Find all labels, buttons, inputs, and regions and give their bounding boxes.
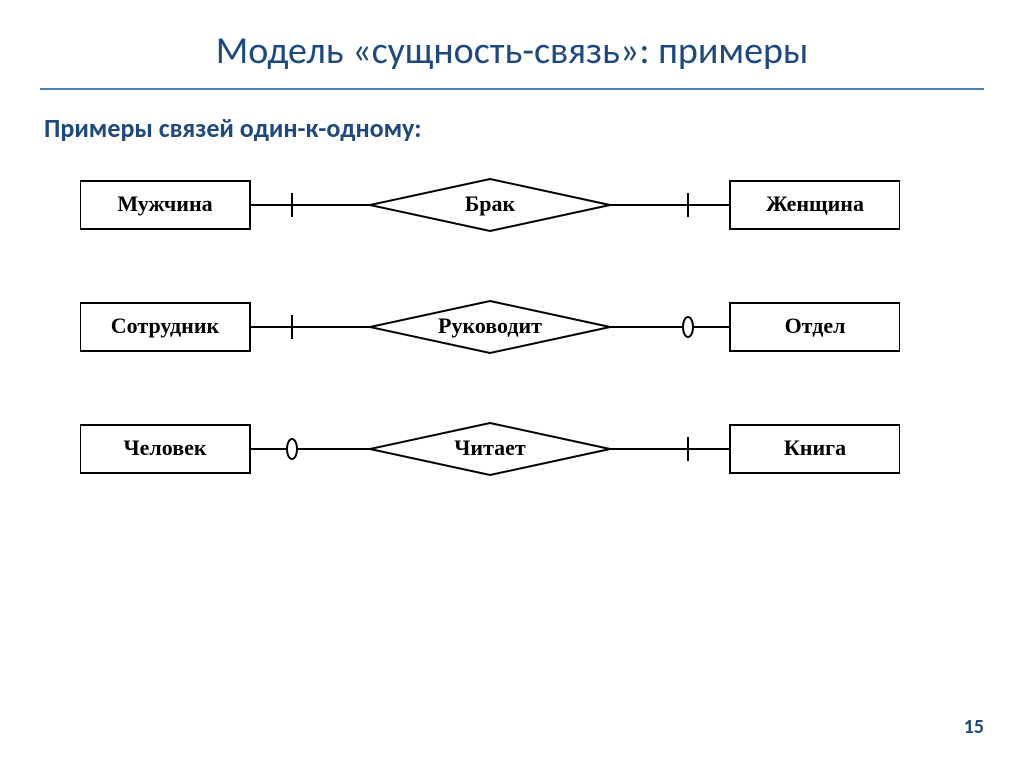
relationship-label: Руководит	[438, 313, 542, 338]
er-diagram-container: Мужчина Брак Женщина Сотрудник Руководит…	[0, 174, 1024, 480]
entity-label-left: Мужчина	[117, 191, 212, 216]
entity-label-right: Отдел	[785, 313, 846, 338]
relationship-label: Брак	[465, 191, 516, 216]
entity-label-right: Книга	[784, 435, 846, 460]
relationship-label: Читает	[454, 435, 526, 460]
page-number: 15	[964, 715, 984, 739]
slide: Модель «сущность-связь»: примеры Примеры…	[0, 0, 1024, 767]
er-row: Мужчина Брак Женщина	[80, 174, 900, 236]
entity-label-right: Женщина	[766, 191, 864, 216]
entity-label-left: Человек	[123, 435, 206, 460]
slide-subtitle: Примеры связей один-к-одному:	[44, 112, 1024, 144]
title-divider	[40, 88, 984, 90]
er-row: Человек Читает Книга	[80, 418, 900, 480]
entity-label-left: Сотрудник	[111, 313, 220, 338]
er-row: Сотрудник Руководит Отдел	[80, 296, 900, 358]
slide-title: Модель «сущность-связь»: примеры	[0, 0, 1024, 88]
